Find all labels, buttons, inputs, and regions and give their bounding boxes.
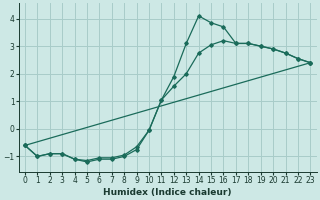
X-axis label: Humidex (Indice chaleur): Humidex (Indice chaleur) <box>103 188 232 197</box>
